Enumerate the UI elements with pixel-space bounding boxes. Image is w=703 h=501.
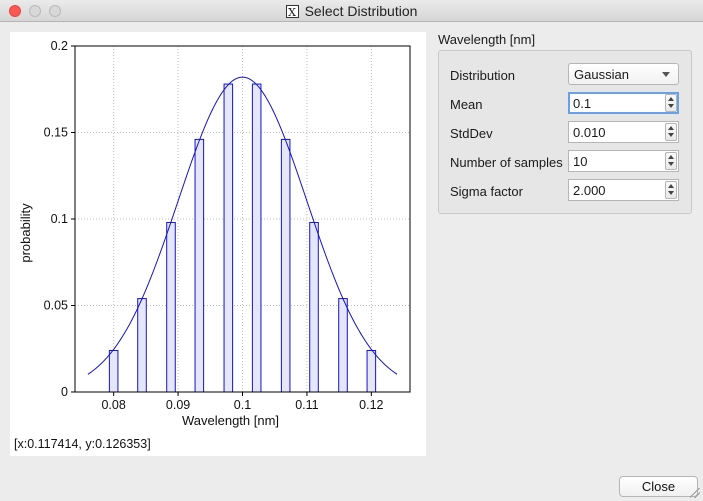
histogram-bar (137, 298, 147, 393)
sigma-label: Sigma factor (450, 184, 523, 199)
step-down-icon[interactable] (666, 161, 676, 169)
distribution-value: Gaussian (574, 67, 629, 82)
y-tick-label: 0 (61, 385, 68, 399)
mean-stepper (665, 94, 677, 112)
step-up-icon[interactable] (666, 153, 676, 161)
distribution-select[interactable]: Gaussian (568, 63, 679, 85)
y-tick-label: 0.15 (44, 126, 68, 140)
x-axis-label: Wavelength [nm] (182, 413, 279, 428)
samples-stepper (665, 152, 677, 170)
distribution-chart[interactable]: 0.08 0.09 0.1 0.11 0.12 0 0.05 0.1 0.15 0.2 Wavele… (10, 32, 426, 432)
x11-app-icon: X (285, 4, 299, 18)
step-up-icon[interactable] (666, 95, 676, 103)
step-down-icon[interactable] (666, 190, 676, 198)
stddev-label: StdDev (450, 126, 493, 141)
stddev-value: 0.010 (573, 125, 606, 140)
x-tick-label: 0.11 (295, 398, 318, 412)
mean-spinbox[interactable]: 0.1 (568, 92, 679, 114)
histogram-bar (338, 298, 348, 393)
samples-spinbox[interactable]: 10 (568, 150, 679, 172)
histogram-bar (309, 221, 319, 393)
window-title-wrap: X Select Distribution (0, 0, 703, 22)
window-title: Select Distribution (304, 3, 418, 19)
histogram-bar (166, 221, 176, 393)
resize-grip-icon[interactable] (690, 488, 700, 498)
plot-panel[interactable]: 0.08 0.09 0.1 0.11 0.12 0 0.05 0.1 0.15 0.2 Wavele… (10, 32, 426, 456)
histogram-bar (251, 83, 262, 393)
window-minimize-control[interactable] (29, 5, 41, 17)
histogram-bar (194, 138, 205, 393)
cursor-coordinates: [x:0.117414, y:0.126353] (14, 437, 151, 451)
y-tick-label: 0.05 (44, 299, 68, 313)
x-tick-label: 0.08 (101, 398, 125, 412)
window-close-control[interactable] (9, 5, 21, 17)
parameters-group: Distribution Gaussian Mean 0.1 StdDev 0.… (438, 50, 692, 214)
histogram-bar (280, 138, 291, 393)
histogram-bar (108, 349, 119, 393)
samples-row: Number of samples 10 (439, 150, 691, 174)
stddev-stepper (665, 123, 677, 141)
window-zoom-control[interactable] (49, 5, 61, 17)
close-button[interactable]: Close (619, 476, 698, 497)
gaussian-curve (87, 76, 398, 375)
distribution-label: Distribution (450, 68, 516, 83)
mean-label: Mean (450, 97, 483, 112)
sigma-value: 2.000 (573, 183, 606, 198)
chevron-down-icon (662, 72, 670, 77)
y-tick-label: 0.2 (51, 39, 68, 53)
step-down-icon[interactable] (666, 132, 676, 140)
group-title: Wavelength [nm] (438, 32, 536, 47)
step-up-icon[interactable] (666, 182, 676, 190)
x-tick-label: 0.1 (234, 398, 251, 412)
title-bar: X Select Distribution (0, 0, 703, 22)
step-up-icon[interactable] (666, 124, 676, 132)
sigma-row: Sigma factor 2.000 (439, 179, 691, 203)
stddev-row: StdDev 0.010 (439, 121, 691, 145)
sigma-stepper (665, 181, 677, 199)
sigma-spinbox[interactable]: 2.000 (568, 179, 679, 201)
histogram-bar (366, 349, 377, 393)
mean-value: 0.1 (573, 96, 592, 111)
histogram-bar (223, 83, 234, 393)
step-down-icon[interactable] (666, 103, 676, 111)
stddev-spinbox[interactable]: 0.010 (568, 121, 679, 143)
samples-label: Number of samples (450, 155, 563, 170)
x-tick-label: 0.09 (166, 398, 190, 412)
distribution-row: Distribution Gaussian (439, 63, 691, 87)
samples-value: 10 (573, 154, 588, 169)
mean-row: Mean 0.1 (439, 92, 691, 116)
y-tick-label: 0.1 (51, 212, 68, 226)
x-tick-label: 0.12 (359, 398, 383, 412)
y-axis-label: probability (18, 203, 33, 263)
